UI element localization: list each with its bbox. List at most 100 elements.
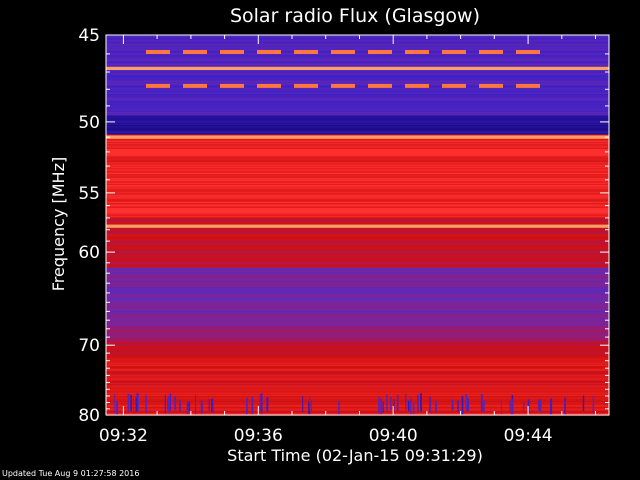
heatmap-row (106, 128, 609, 131)
heatmap-row (106, 390, 609, 392)
heatmap-row (106, 307, 609, 309)
heatmap-row (106, 109, 609, 111)
heatmap-row (106, 387, 609, 390)
heatmap-row (106, 276, 609, 278)
heatmap-row (106, 122, 609, 125)
heatmap-row (106, 51, 609, 54)
heatmap-row (106, 357, 609, 360)
heatmap-row (106, 360, 609, 362)
heatmap-row (106, 209, 609, 211)
heatmap-row (106, 134, 609, 137)
heatmap-row (106, 259, 609, 261)
interference-mark (405, 50, 429, 54)
heatmap-row (106, 392, 609, 395)
heatmap-row (106, 266, 609, 269)
heatmap-row (106, 254, 609, 257)
heatmap-row (106, 121, 609, 123)
heatmap-row (106, 246, 609, 248)
heatmap-row (106, 386, 609, 389)
heatmap-row (106, 217, 609, 219)
heatmap-row (106, 393, 609, 396)
y-tick-label: 45 (78, 26, 100, 46)
heatmap-row (106, 37, 609, 39)
heatmap-row (106, 195, 609, 198)
heatmap-row (106, 247, 609, 249)
heatmap-row (106, 248, 609, 251)
heatmap-row (106, 117, 609, 120)
heatmap-row (106, 80, 609, 83)
heatmap-row (106, 92, 609, 95)
heatmap-row (106, 395, 609, 397)
plot-frame (105, 34, 610, 416)
heatmap-row (106, 201, 609, 204)
emission-line (106, 66, 609, 70)
heatmap-row (106, 101, 609, 103)
heatmap-row (106, 269, 609, 271)
heatmap-row (106, 39, 609, 42)
heatmap-row (106, 391, 609, 393)
heatmap-row (106, 260, 609, 263)
interference-mark (146, 83, 170, 88)
heatmap-row (106, 200, 609, 203)
heatmap-row (106, 156, 609, 158)
heatmap-row (106, 185, 609, 187)
heatmap-row (106, 252, 609, 254)
heatmap-row (106, 407, 609, 409)
heatmap-row (106, 264, 609, 266)
heatmap-row (106, 324, 609, 326)
heatmap-row (106, 48, 609, 50)
heatmap-row (106, 79, 609, 81)
heatmap-row (106, 301, 609, 303)
interference-mark (257, 83, 281, 88)
heatmap-row (106, 379, 609, 381)
heatmap-row (106, 221, 609, 223)
heatmap-row (106, 347, 609, 349)
heatmap-row (106, 237, 609, 240)
y-tick-label: 70 (78, 336, 100, 356)
heatmap-row (106, 338, 609, 341)
heatmap-row (106, 105, 609, 108)
heatmap-row (106, 312, 609, 314)
heatmap-row (106, 183, 609, 186)
heatmap-row (106, 235, 609, 237)
heatmap-row (106, 36, 609, 38)
heatmap-row (106, 210, 609, 212)
heatmap-row (106, 103, 609, 105)
interference-mark (146, 50, 170, 54)
heatmap-row (106, 319, 609, 321)
heatmap-row (106, 78, 609, 80)
heatmap-row (106, 192, 609, 194)
heatmap-row (106, 107, 609, 109)
heatmap-row (106, 277, 609, 279)
heatmap-row (106, 263, 609, 265)
y-tick-label: 50 (78, 113, 100, 133)
heatmap-row (106, 321, 609, 324)
heatmap-row (106, 267, 609, 270)
heatmap-row (106, 398, 609, 401)
interference-mark (220, 83, 244, 88)
heatmap-row (106, 55, 609, 57)
heatmap-row (106, 265, 609, 267)
interference-mark (516, 50, 540, 54)
x-tick-label: 09:44 (504, 426, 553, 446)
heatmap-row (106, 350, 609, 353)
heatmap-row (106, 215, 609, 217)
heatmap-row (106, 229, 609, 231)
heatmap-row (106, 113, 609, 115)
heatmap-row (106, 329, 609, 331)
heatmap-row (106, 132, 609, 134)
heatmap-row (106, 323, 609, 325)
heatmap-row (106, 95, 609, 97)
interference-mark (294, 83, 318, 88)
heatmap-row (106, 74, 609, 77)
heatmap-row (106, 87, 609, 90)
heatmap-row (106, 191, 609, 193)
heatmap-row (106, 61, 609, 63)
x-tick-label: 09:32 (99, 426, 148, 446)
heatmap-row (106, 348, 609, 350)
heatmap-row (106, 332, 609, 335)
heatmap-row (106, 77, 609, 79)
heatmap-row (106, 404, 609, 407)
heatmap-row (106, 368, 609, 371)
heatmap-row (106, 243, 609, 246)
